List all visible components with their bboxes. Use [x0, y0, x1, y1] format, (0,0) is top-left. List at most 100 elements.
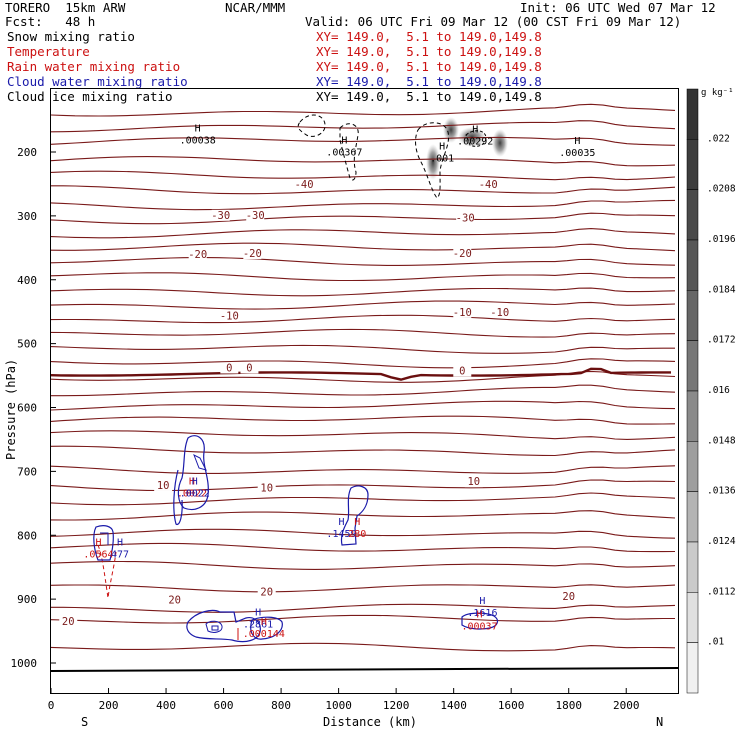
colorbar-swatch — [686, 642, 699, 694]
temperature-label: -10 — [220, 311, 239, 323]
temperature-isoline — [50, 542, 676, 553]
temperature-isoline — [50, 212, 676, 225]
colorbar-tick-label: .0184 — [707, 284, 736, 295]
contour-labels: -40 -40 -30 -30 -30 -20 -20 -20 -10 -10 -10 0 0 0 10 10… — [59, 123, 595, 640]
y-tick-label: 700 — [17, 465, 37, 478]
temperature-isoline — [50, 479, 676, 492]
field-rain: Rain water mixing ratio — [7, 59, 181, 74]
temperature-isoline — [50, 560, 676, 570]
label-bg — [456, 212, 475, 224]
temperature-label: 20 — [168, 594, 181, 606]
max-marker: H — [338, 517, 344, 528]
temperature-label: 20 — [260, 587, 273, 599]
temperature-label: 10 — [260, 483, 273, 495]
y-tick-label: 200 — [17, 146, 37, 159]
max-value-label: .0022 — [180, 489, 210, 500]
temperature-label: 0 — [459, 366, 465, 378]
label-bg — [257, 586, 276, 598]
temperature-isoline — [50, 510, 676, 521]
colorbar-swatch — [686, 239, 699, 291]
max-value-label: .1616 — [467, 608, 497, 619]
xy-cloud-water: XY= 149.0, 5.1 to 149.0,149.8 — [316, 74, 542, 89]
temperature-isoline — [50, 614, 675, 624]
label-bg — [154, 479, 173, 491]
field-snow: Snow mixing ratio — [7, 29, 135, 44]
x-tick-label: 800 — [271, 699, 291, 712]
x-axis: 0 200 400 600 800 1000 1200 1400 1600 1800 2000 — [48, 688, 640, 712]
label-bg — [240, 362, 259, 374]
colorbar-swatch — [686, 592, 699, 643]
max-marker: H — [192, 477, 198, 488]
max-marker: H — [479, 596, 485, 607]
valid-time: Valid: 06 UTC Fri 09 Mar 12 (00 CST Fri … — [305, 14, 682, 29]
x-tick-label: 400 — [156, 699, 176, 712]
label-bg — [453, 306, 472, 318]
x-tick-label: 2000 — [613, 699, 640, 712]
max-value-label: .00035 — [559, 148, 595, 159]
y-tick-label: 800 — [17, 529, 37, 542]
colorbar-unit: g kg⁻¹ — [701, 88, 734, 98]
label-bg — [220, 310, 239, 322]
temperature-isoline — [50, 415, 676, 425]
label-bg — [479, 179, 498, 191]
south-label: S — [81, 715, 88, 729]
temperature-isoline — [50, 228, 676, 239]
max-value-label: .000144 — [243, 629, 285, 640]
y-tick-label: 1000 — [11, 657, 38, 670]
temperature-label: 20 — [62, 616, 75, 628]
x-tick-label: 0 — [48, 699, 55, 712]
label-bg — [243, 248, 262, 260]
max-marker: H — [439, 141, 445, 152]
forecast-hour: Fcst: 48 h — [5, 14, 96, 29]
mixing-ratio-contours — [97, 114, 487, 599]
max-value-label: .00292 — [457, 137, 493, 148]
temperature-label: 0 — [226, 362, 232, 374]
init-time: Init: 06 UTC Wed 07 Mar 12 — [520, 0, 716, 15]
max-value-label: 280 — [348, 529, 366, 540]
colorbar-tick-label: .0172 — [707, 335, 736, 346]
colorbar-swatch — [686, 189, 699, 241]
max-value-label: .00038 — [180, 135, 216, 146]
temperature-contours — [50, 103, 679, 672]
x-tick-label: 1400 — [440, 699, 467, 712]
x-tick-label: 1800 — [555, 699, 582, 712]
temperature-isoline — [51, 384, 676, 397]
colorbar-swatch — [686, 390, 699, 442]
colorbar-tick-label: .0208 — [707, 184, 736, 195]
label-bg — [453, 248, 472, 260]
temperature-label: -20 — [453, 248, 472, 260]
x-tick-label: 600 — [214, 699, 234, 712]
temperature-label: -10 — [490, 307, 509, 319]
y-axis-label: Pressure (hPa) — [4, 359, 18, 460]
temperature-isoline — [50, 170, 676, 181]
temperature-label: -40 — [479, 179, 498, 191]
max-value-label: .00037 — [461, 622, 497, 633]
temperature-label: -30 — [211, 210, 230, 222]
snow-shading — [426, 117, 508, 180]
xy-rain: XY= 149.0, 5.1 to 149.0,149.8 — [316, 59, 542, 74]
y-tick-label: 300 — [17, 210, 37, 223]
colorbar-tick-label: .0196 — [707, 234, 736, 245]
temperature-isoline — [50, 584, 676, 593]
north-label: N — [656, 715, 663, 729]
label-bg — [490, 306, 509, 318]
temperature-isoline — [50, 103, 676, 117]
field-cloud-ice: Cloud ice mixing ratio — [7, 89, 173, 104]
temperature-label: -30 — [246, 210, 265, 222]
colorbar-tick-label: .0124 — [707, 536, 736, 547]
colorbar-tick-label: .0112 — [707, 586, 736, 597]
field-temperature: Temperature — [7, 44, 90, 59]
field-cloud-water: Cloud water mixing ratio — [7, 74, 188, 89]
colorbar-swatch — [686, 441, 699, 492]
temperature-isoline — [50, 465, 676, 474]
max-marker: H — [117, 537, 123, 548]
temperature-isoline — [50, 344, 675, 354]
x-axis-label: Distance (km) — [323, 715, 417, 729]
max-marker: H — [195, 123, 201, 134]
temperature-label: -40 — [295, 179, 314, 191]
temperature-isoline — [50, 242, 676, 252]
temperature-isoline — [50, 358, 676, 369]
label-bg — [188, 248, 207, 260]
label-bg — [464, 476, 483, 488]
